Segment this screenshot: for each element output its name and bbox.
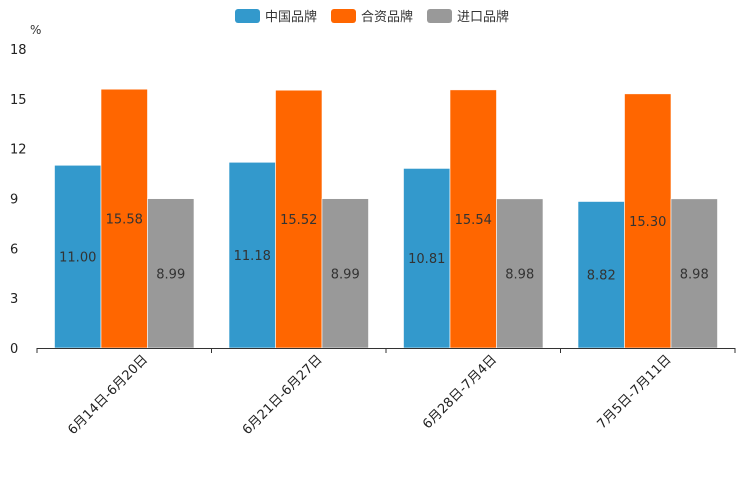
y-tick-label: 3 <box>10 292 18 307</box>
bar-value-label: 11.00 <box>59 251 96 266</box>
x-tick-label: 6月28日-7月4日 <box>420 352 500 432</box>
bar-value-label: 15.30 <box>629 215 666 230</box>
y-tick-label: 9 <box>10 193 18 208</box>
legend-swatch-import-brand <box>427 8 452 23</box>
x-tick-label: 6月14日-6月20日 <box>65 352 151 438</box>
bar <box>577 201 625 349</box>
bar-value-label: 8.99 <box>331 267 360 282</box>
bar-value-label: 15.58 <box>106 213 143 228</box>
bar-value-label: 15.54 <box>455 213 492 228</box>
legend-item-joint-venture-brand[interactable]: 合资品牌 <box>330 6 413 25</box>
legend-item-china-brand[interactable]: 中国品牌 <box>234 6 317 25</box>
legend-label-china-brand: 中国品牌 <box>264 10 317 25</box>
bar-value-label: 8.98 <box>505 267 534 282</box>
y-tick-label: 6 <box>10 242 18 257</box>
bar <box>496 198 544 349</box>
legend-item-import-brand[interactable]: 进口品牌 <box>427 6 509 25</box>
legend-swatch-china-brand <box>234 8 260 23</box>
bar <box>670 198 718 349</box>
y-tick-label: 15 <box>10 93 27 108</box>
bar <box>321 198 369 349</box>
legend: 中国品牌 合资品牌 进口品牌 <box>0 6 744 25</box>
bar-value-label: 11.18 <box>234 249 271 264</box>
bar <box>449 89 497 349</box>
y-tick-label: 0 <box>10 342 18 357</box>
bar <box>403 168 451 349</box>
x-tick-label: 7月5日-7月11日 <box>595 352 675 432</box>
bar <box>100 88 148 349</box>
bar <box>624 93 672 349</box>
bar <box>54 164 102 349</box>
legend-swatch-joint-venture-brand <box>330 8 356 23</box>
y-tick-label: 12 <box>10 143 27 158</box>
legend-label-joint-venture-brand: 合资品牌 <box>360 10 413 25</box>
bar-value-label: 15.52 <box>280 213 317 228</box>
x-tick-label: 6月21日-6月27日 <box>240 352 326 438</box>
bar-value-label: 8.99 <box>156 267 185 282</box>
bar-value-label: 8.82 <box>587 269 616 284</box>
bar <box>275 89 323 349</box>
y-tick-label: 18 <box>10 43 27 58</box>
bar-value-label: 8.98 <box>680 267 709 282</box>
bar-value-label: 10.81 <box>408 252 445 267</box>
y-unit-label: % <box>30 23 41 37</box>
legend-label-import-brand: 进口品牌 <box>457 10 510 25</box>
bar <box>228 161 276 349</box>
